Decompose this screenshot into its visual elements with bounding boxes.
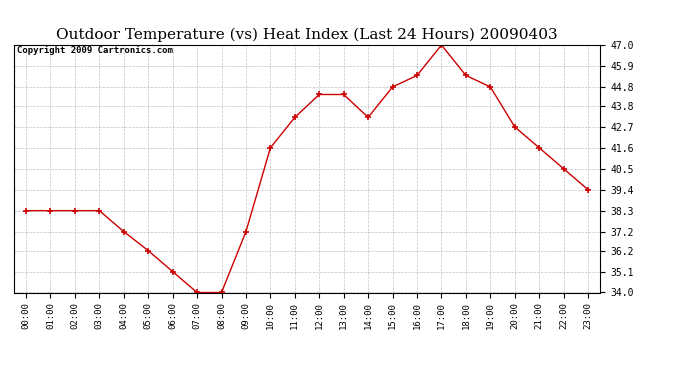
Title: Outdoor Temperature (vs) Heat Index (Last 24 Hours) 20090403: Outdoor Temperature (vs) Heat Index (Las… — [57, 28, 558, 42]
Text: Copyright 2009 Cartronics.com: Copyright 2009 Cartronics.com — [17, 46, 172, 55]
